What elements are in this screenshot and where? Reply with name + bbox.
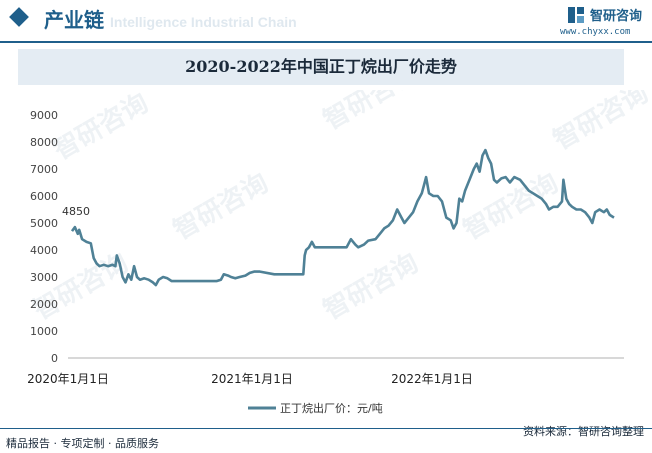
page-header: 产业链 Intelligence Industrial Chain 智研咨询 w… (0, 0, 652, 40)
y-tick-label: 3000 (30, 271, 58, 284)
footer-tagline: 精品报告 · 专项定制 · 品质服务 (6, 437, 159, 450)
y-tick-label: 4000 (30, 244, 58, 257)
y-tick-label: 5000 (30, 217, 58, 230)
y-axis: 0 1000 2000 3000 4000 5000 6000 7000 8000 9000 (30, 109, 58, 365)
y-tick-label: 7000 (30, 163, 58, 176)
brand-watermark: 智研咨询 (318, 90, 424, 136)
series-line-n-butane-price (70, 148, 615, 287)
brand-watermark: 智研咨询 (318, 247, 424, 326)
source-note: 资料来源：智研咨询整理 (523, 425, 644, 438)
brand-watermark: 智研咨询 (48, 90, 154, 166)
legend-label: 正丁烷出厂价：元/吨 (280, 401, 383, 415)
x-axis: 2020年1月1日 2021年1月1日 2022年1月1日 (27, 372, 473, 386)
chart-title: 2020-2022年中国正丁烷出厂价走势 (18, 49, 624, 85)
y-tick-label: 1000 (30, 325, 58, 338)
brand-watermark: 智研咨询 (548, 90, 652, 156)
brand-name: 智研咨询 (590, 9, 643, 24)
y-tick-label: 0 (51, 352, 58, 365)
chyxx-logo-icon (568, 7, 584, 23)
diamond-icon (9, 7, 29, 27)
x-tick-label: 2021年1月1日 (211, 372, 293, 386)
x-tick-label: 2020年1月1日 (27, 372, 109, 386)
header-divider (0, 41, 652, 43)
start-value-annotation: 4850 (62, 205, 90, 218)
y-tick-label: 2000 (30, 298, 58, 311)
y-tick-label: 8000 (30, 136, 58, 149)
legend: 正丁烷出厂价：元/吨 (248, 401, 383, 415)
y-tick-label: 6000 (30, 190, 58, 203)
brand-watermark: 智研咨询 (168, 167, 274, 246)
y-tick-label: 9000 (30, 109, 58, 122)
x-tick-label: 2022年1月1日 (391, 372, 473, 386)
footer-divider (0, 428, 652, 429)
header-watermark: Intelligence Industrial Chain (110, 14, 297, 30)
section-title: 产业链 (44, 8, 104, 32)
brand-url: www.chyxx.com (560, 27, 631, 37)
